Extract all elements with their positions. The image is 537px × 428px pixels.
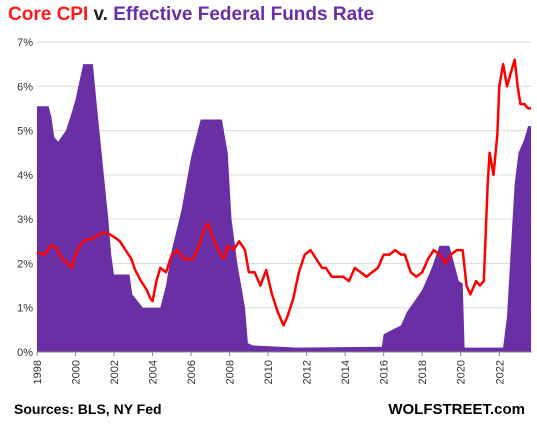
x-tick-label: 2016 <box>379 360 391 384</box>
source-note: Sources: BLS, NY Fed <box>14 401 162 417</box>
chart-title: Core CPI v. Effective Federal Funds Rate <box>8 4 374 26</box>
y-tick-label: 0% <box>17 347 33 359</box>
title-fed-funds: Effective Federal Funds Rate <box>113 4 375 25</box>
x-tick-label: 1998 <box>32 360 44 384</box>
x-tick-label: 2004 <box>148 360 160 384</box>
y-tick-label: 2% <box>17 258 33 270</box>
axes: 0% 1% 2% 3% 4% 5% 6% 7% 1998 2000 2002 2004 2006 2008… <box>17 37 532 384</box>
x-tick-label: 2006 <box>186 360 198 384</box>
y-tick-label: 5% <box>17 126 33 138</box>
y-tick-label: 7% <box>17 37 33 49</box>
x-tick-label: 2014 <box>340 360 352 384</box>
y-tick-label: 6% <box>17 81 33 93</box>
y-tick-label: 1% <box>17 303 33 315</box>
x-tick-label: 2018 <box>417 360 429 384</box>
fed-funds-series <box>37 64 532 352</box>
y-tick-label: 3% <box>17 214 33 226</box>
fed-funds-area <box>37 64 532 352</box>
x-tick-label: 2000 <box>71 360 83 384</box>
x-tick-label: 2008 <box>225 360 237 384</box>
x-tick-label: 2010 <box>263 360 275 384</box>
title-core-cpi: Core CPI <box>8 4 89 25</box>
x-tick-label: 2022 <box>494 360 506 384</box>
x-tick-label: 2002 <box>109 360 121 384</box>
x-tick-label: 2020 <box>456 360 468 384</box>
title-versus: v. <box>88 4 114 25</box>
core-cpi-line <box>36 58 531 327</box>
brand-logo-text: WOLFSTREET.com <box>388 401 525 418</box>
x-tick-label: 2012 <box>302 360 314 384</box>
y-tick-label: 4% <box>17 170 33 182</box>
core-cpi-series <box>36 58 531 327</box>
